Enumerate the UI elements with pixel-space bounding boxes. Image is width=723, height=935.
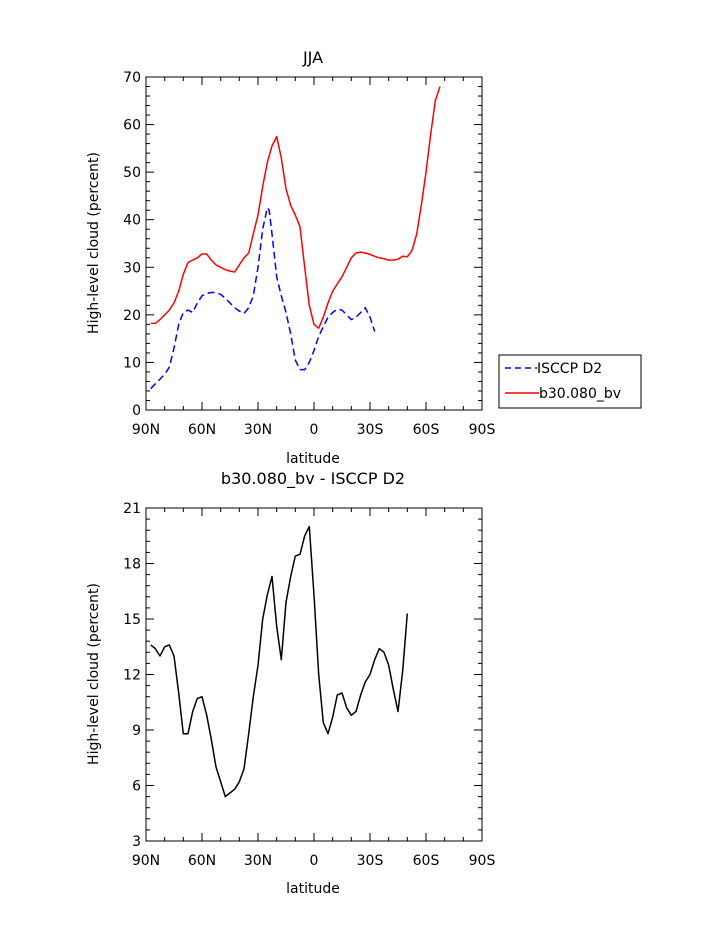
x-tick-label: 30N [244, 422, 272, 438]
top-y-axis-label: High-level cloud (percent) [86, 152, 102, 334]
bottom-ticks [145, 507, 483, 842]
x-tick-label: 90N [132, 853, 160, 869]
bottom-chart-title: b30.080_bv - ISCCP D2 [221, 469, 405, 489]
y-tick-label: 20 [123, 308, 141, 324]
series-line-b30-080-bv [150, 86, 441, 329]
legend-label-isccp-d2: ISCCP D2 [537, 361, 602, 377]
top-x-axis-label: latitude [286, 451, 340, 467]
bottom-x-axis-label: latitude [286, 881, 340, 897]
x-tick-label: 30S [357, 853, 384, 869]
top-y-tick-labels: 0 10 20 30 40 50 60 70 [123, 70, 141, 419]
x-tick-label: 0 [310, 853, 319, 869]
bottom-series-group [150, 525, 409, 798]
y-tick-label: 12 [123, 668, 141, 684]
bottom-plot-frame [145, 507, 483, 842]
series-line-difference [150, 525, 409, 798]
x-tick-label: 90N [132, 422, 160, 438]
x-tick-label: 30N [244, 853, 272, 869]
x-tick-label: 90S [469, 853, 496, 869]
x-tick-label: 60S [413, 422, 440, 438]
y-tick-label: 6 [132, 779, 141, 795]
legend-label-b30-080-bv: b30.080_bv [539, 386, 621, 402]
y-tick-label: 15 [123, 612, 141, 628]
bottom-y-tick-labels: 3 6 9 12 15 18 21 [123, 501, 141, 850]
bottom-y-axis-label: High-level cloud (percent) [86, 583, 102, 765]
x-tick-label: 60N [188, 422, 216, 438]
y-tick-label: 10 [123, 355, 141, 371]
y-tick-label: 21 [123, 501, 141, 517]
x-tick-label: 0 [310, 422, 319, 438]
y-tick-label: 18 [123, 557, 141, 573]
y-tick-label: 50 [123, 165, 141, 181]
bottom-panel: b30.080_bv - ISCCP D2 3 6 9 12 15 18 21 90N 60N… [86, 469, 495, 897]
x-tick-label: 60S [413, 853, 440, 869]
legend-box [498, 354, 642, 409]
y-tick-label: 3 [132, 834, 141, 850]
y-tick-label: 0 [132, 403, 141, 419]
x-tick-label: 60N [188, 853, 216, 869]
top-ticks [145, 76, 483, 411]
y-tick-label: 9 [132, 723, 141, 739]
y-tick-label: 40 [123, 213, 141, 229]
y-tick-label: 60 [123, 118, 141, 134]
x-tick-label: 90S [469, 422, 496, 438]
top-chart-title: JJA [302, 48, 323, 67]
y-tick-label: 70 [123, 70, 141, 86]
y-tick-label: 30 [123, 260, 141, 276]
series-line-isccp-d2 [150, 207, 376, 390]
top-x-tick-labels: 90N 60N 30N 0 30S 60S 90S [132, 422, 496, 438]
top-series-group [150, 86, 441, 390]
bottom-x-tick-labels: 90N 60N 30N 0 30S 60S 90S [132, 853, 496, 869]
legend: ISCCP D2 b30.080_bv [498, 354, 642, 409]
x-tick-label: 30S [357, 422, 384, 438]
